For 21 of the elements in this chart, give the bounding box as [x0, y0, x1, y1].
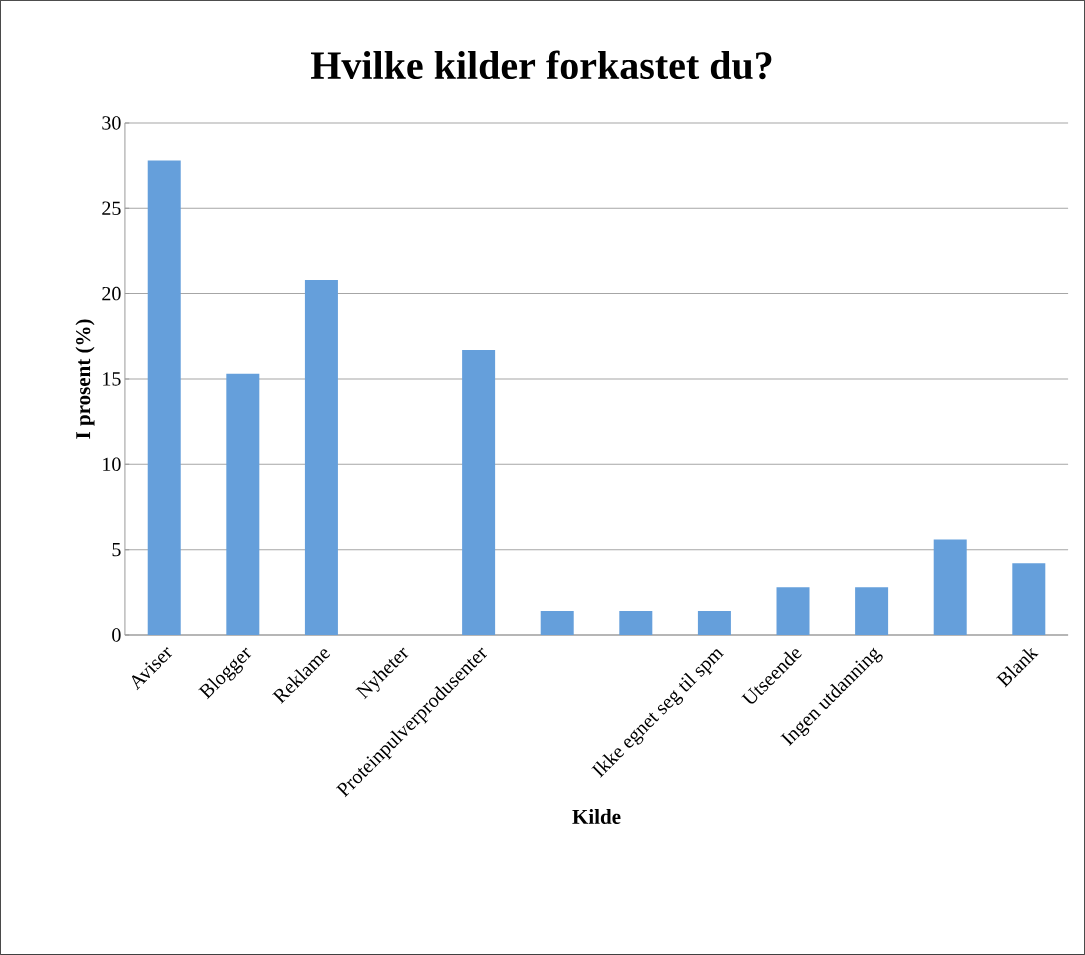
bar	[304, 279, 338, 636]
bar	[855, 587, 889, 636]
y-axis-title: I prosent (%)	[75, 319, 95, 439]
bar	[776, 587, 810, 636]
y-tick-label: 20	[102, 286, 121, 301]
bar	[540, 611, 574, 636]
bar	[619, 611, 653, 636]
y-tick-label: 15	[103, 372, 121, 386]
y-tick-label: 5	[112, 543, 121, 557]
y-tick-label: 0	[112, 628, 121, 642]
bar	[226, 373, 260, 636]
y-tick-label: 30	[102, 116, 121, 130]
bar	[933, 539, 967, 636]
bar	[147, 160, 181, 636]
bar	[697, 611, 731, 636]
x-axis-title: Kilde	[572, 809, 621, 824]
bar	[462, 349, 496, 636]
y-tick-label: 25	[102, 201, 121, 215]
chart-title: Hvilke kilder forkastet du?	[310, 50, 772, 80]
y-tick-label: 10	[103, 457, 121, 472]
bar	[1012, 563, 1046, 636]
